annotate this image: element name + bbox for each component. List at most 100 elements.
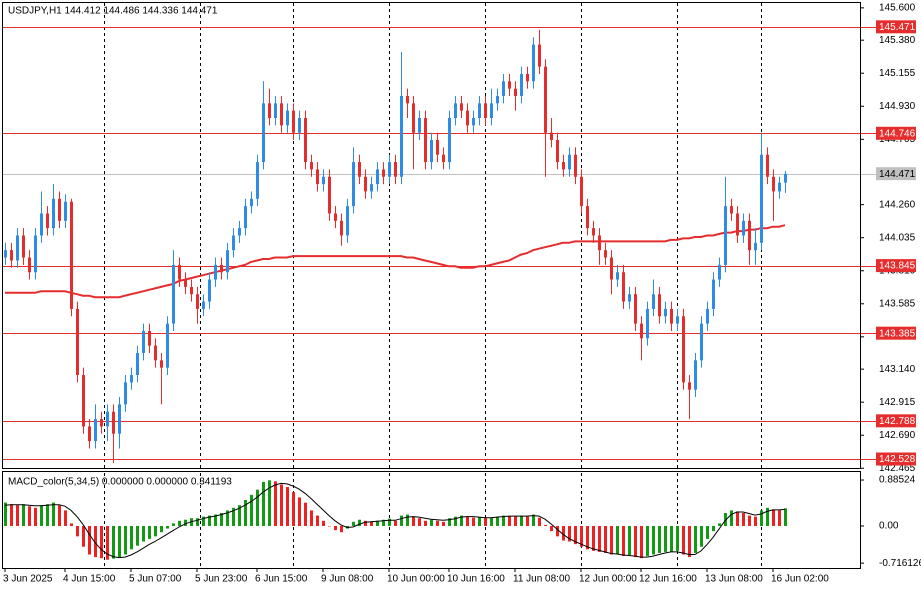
candle-body (664, 308, 667, 317)
macd-bar (502, 515, 505, 526)
level-label: 144.746 (879, 128, 916, 139)
candle-body (82, 375, 85, 427)
candle-body (550, 132, 553, 141)
candle-body (520, 73, 523, 96)
macd-bar (472, 517, 475, 526)
candle-body (562, 162, 565, 170)
candle-body (346, 206, 349, 236)
macd-bar (550, 525, 553, 532)
macd-bar (574, 525, 577, 545)
macd-bar (232, 507, 235, 526)
candle-body (262, 103, 265, 163)
candle-body (202, 301, 205, 309)
macd-bar (706, 525, 709, 539)
macd-bar (340, 525, 343, 533)
candle-body (184, 279, 187, 287)
macd-bar (598, 525, 601, 552)
candle-body (736, 213, 739, 236)
candle-body (376, 169, 379, 185)
x-tick-label: 11 Jun 08:00 (513, 574, 571, 585)
macd-bar (250, 494, 253, 526)
candle-body (682, 316, 685, 383)
candle-body (580, 176, 583, 207)
macd-bar (652, 525, 655, 555)
last-price-label: 144.471 (879, 169, 916, 180)
candle-body (454, 103, 457, 119)
candle-body (442, 154, 445, 163)
level-label-box (876, 452, 916, 466)
candle-body (772, 176, 775, 192)
y-tick-label: 0.00 (879, 521, 899, 532)
candle-body (40, 213, 43, 236)
macd-bar (292, 492, 295, 526)
macd-bar (202, 516, 205, 526)
macd-bar (376, 520, 379, 526)
macd-bar (16, 505, 19, 526)
candle-body (208, 279, 211, 302)
macd-bar (148, 525, 151, 539)
macd-bar (370, 521, 373, 526)
macd-bar (544, 524, 547, 526)
macd-bar (136, 525, 139, 546)
macd-bar (88, 525, 91, 555)
macd-bar (694, 525, 697, 553)
level-label-box (876, 20, 916, 34)
macd-bar (304, 502, 307, 526)
macd-bar (262, 481, 265, 526)
candle-body (46, 213, 49, 229)
y-tick-label: 143.585 (879, 298, 916, 309)
candle-body (694, 360, 697, 390)
candle-body (250, 198, 253, 207)
macd-bar (424, 520, 427, 526)
candle-body (4, 250, 7, 258)
macd-bar (604, 525, 607, 553)
candle-body (370, 184, 373, 192)
candle-body (334, 213, 337, 221)
candle-body (100, 419, 103, 427)
macd-bar (52, 502, 55, 526)
macd-bar (244, 500, 247, 526)
macd-bar (274, 481, 277, 526)
candle-body (670, 308, 673, 324)
candle-body (646, 308, 649, 339)
macd-bar (82, 525, 85, 547)
y-tick-label: 144.260 (879, 199, 916, 210)
macd-bar (568, 525, 571, 542)
level-label: 143.385 (879, 328, 916, 339)
macd-bar (592, 525, 595, 551)
candle-body (382, 169, 385, 177)
candle-body (280, 103, 283, 126)
y-tick-label: 142.465 (879, 463, 916, 474)
candle-body (28, 257, 31, 273)
chart-title: USDJPY,H1 144.412 144.486 144.336 144.47… (8, 6, 218, 17)
candle-body (154, 345, 157, 361)
candle-body (394, 162, 397, 177)
macd-bar (124, 525, 127, 555)
candle-body (568, 154, 571, 170)
macd-bar (454, 516, 457, 526)
level-label-box (876, 126, 916, 140)
macd-panel-frame (2, 471, 861, 569)
candle-body (172, 264, 175, 324)
x-tick-label: 4 Jun 15:00 (63, 574, 116, 585)
macd-bar (748, 515, 751, 526)
candle-body (364, 176, 367, 192)
macd-bar (28, 506, 31, 526)
macd-bar (118, 525, 121, 558)
macd-bar (442, 521, 445, 526)
macd-bar (520, 515, 523, 526)
macd-bar (316, 515, 319, 526)
macd-bar (616, 525, 619, 554)
candle-body (142, 330, 145, 353)
macd-bar (646, 525, 649, 557)
macd-bar (22, 504, 25, 526)
level-label: 143.845 (879, 261, 916, 272)
candle-body (292, 110, 295, 133)
macd-bar (394, 520, 397, 526)
x-tick-label: 6 Jun 15:00 (255, 574, 308, 585)
macd-bar (226, 510, 229, 526)
macd-bar (172, 523, 175, 526)
macd-bar (58, 505, 61, 526)
